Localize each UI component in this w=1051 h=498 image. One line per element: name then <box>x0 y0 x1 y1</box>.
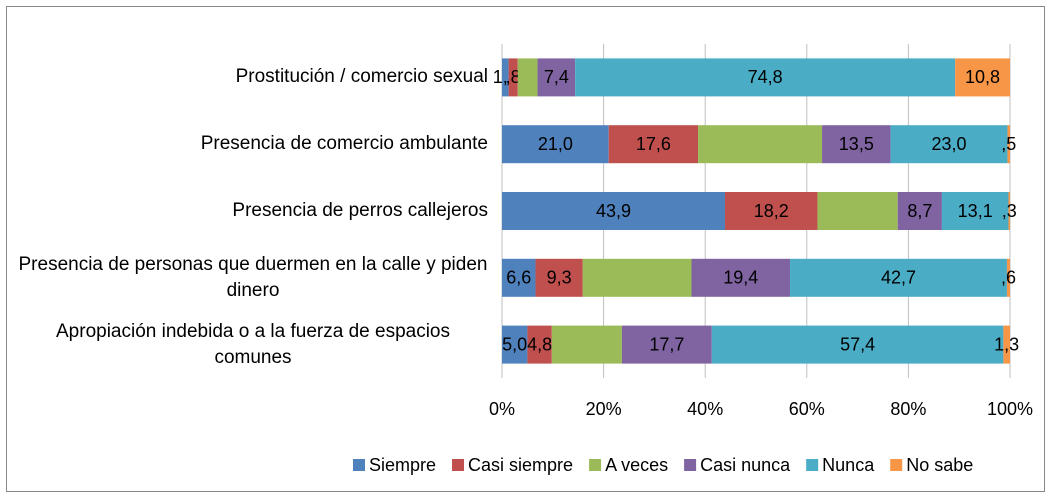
data-label: ,3 <box>1002 201 1017 221</box>
data-label: 10,8 <box>965 67 1000 87</box>
data-label: 5,0 <box>502 334 527 354</box>
data-label: 18,2 <box>754 201 789 221</box>
bar-segment <box>822 125 891 164</box>
category-text: Presencia de comercio ambulante <box>200 133 488 155</box>
category-label: Apropiación indebida o a la fuerza de es… <box>0 315 488 375</box>
legend-label: A veces <box>605 455 668 475</box>
category-label: Prostitución / comercio sexual <box>0 47 488 107</box>
bar-segment <box>897 192 942 230</box>
data-label: 74,8 <box>748 67 783 87</box>
category-text: Prostitución / comercio sexual <box>235 66 488 88</box>
category-label: Presencia de perros callejeros <box>0 181 488 241</box>
legend-label: No sabe <box>906 455 973 475</box>
bar-segment <box>941 192 1009 230</box>
category-label: Presencia de comercio ambulante <box>0 114 488 174</box>
data-label: 21,0 <box>538 134 573 154</box>
legend-label: Siempre <box>369 455 436 475</box>
bar-segment <box>502 125 609 164</box>
bar-segment <box>508 58 518 97</box>
data-label: 1,3 <box>994 334 1019 354</box>
category-text: Apropiación indebida o a la fuerza de es… <box>56 320 450 368</box>
legend-swatch <box>589 459 602 471</box>
bar-segment <box>1008 192 1010 230</box>
data-label: 4,8 <box>527 334 552 354</box>
data-label: ,8 <box>506 67 521 87</box>
bar-segment <box>537 58 576 97</box>
data-label: 7,4 <box>544 67 569 87</box>
x-tick-label: 40% <box>687 399 723 419</box>
category-text: Presencia de personas que duermen en la … <box>18 253 488 301</box>
data-label: 13,1 <box>958 201 993 221</box>
data-label: ,6 <box>1001 268 1016 288</box>
bar-segment <box>1003 325 1010 364</box>
data-label: 9,3 <box>547 268 572 288</box>
bar-segment <box>698 125 823 164</box>
legend-label: Nunca <box>822 455 875 475</box>
bar-segment <box>1007 125 1010 164</box>
bar-segment <box>890 125 1008 164</box>
x-tick-label: 0% <box>489 399 515 419</box>
data-label: 17,6 <box>636 134 671 154</box>
bar-segment <box>535 258 583 297</box>
x-tick-label: 100% <box>987 399 1033 419</box>
bar-segment <box>551 325 622 364</box>
data-label: ,5 <box>1001 134 1016 154</box>
x-tick-label: 60% <box>789 399 825 419</box>
bar-segment <box>527 325 552 364</box>
bar-segment <box>691 258 791 297</box>
category-text: Presencia de perros callejeros <box>232 200 488 221</box>
data-label: 43,9 <box>596 201 631 221</box>
data-label: 19,4 <box>723 268 758 288</box>
bar-segment <box>502 325 528 364</box>
legend-swatch <box>452 459 465 471</box>
legend-swatch <box>806 459 819 471</box>
bar-segment <box>575 58 956 97</box>
bar-segment <box>1006 258 1010 297</box>
bar-segment <box>502 258 536 297</box>
data-label: 23,0 <box>932 134 967 154</box>
bar-segment <box>502 192 726 230</box>
legend-swatch <box>684 459 697 471</box>
x-tick-label: 80% <box>890 399 926 419</box>
x-tick-label: 20% <box>586 399 622 419</box>
data-label: 57,4 <box>840 334 875 354</box>
data-label: 8,7 <box>907 201 932 221</box>
bar-segment <box>817 192 898 230</box>
data-label: 17,7 <box>649 334 684 354</box>
bar-segment <box>621 325 712 364</box>
bar-segment <box>955 58 1010 97</box>
data-label: 6,6 <box>506 268 531 288</box>
bar-segment <box>790 258 1007 297</box>
data-label: 13,5 <box>839 134 874 154</box>
legend-swatch <box>353 459 365 471</box>
bar-segment <box>711 325 1004 364</box>
legend-label: Casi siempre <box>468 455 573 475</box>
bar-segment <box>608 125 699 164</box>
bar-segment <box>502 58 509 97</box>
category-label: Presencia de personas que duermen en la … <box>0 248 488 308</box>
legend-label: Casi nunca <box>700 455 791 475</box>
bar-segment <box>517 58 538 97</box>
data-label: 42,7 <box>881 268 916 288</box>
legend-swatch <box>890 459 903 471</box>
bar-segment <box>725 192 818 230</box>
bar-segment <box>582 258 692 297</box>
